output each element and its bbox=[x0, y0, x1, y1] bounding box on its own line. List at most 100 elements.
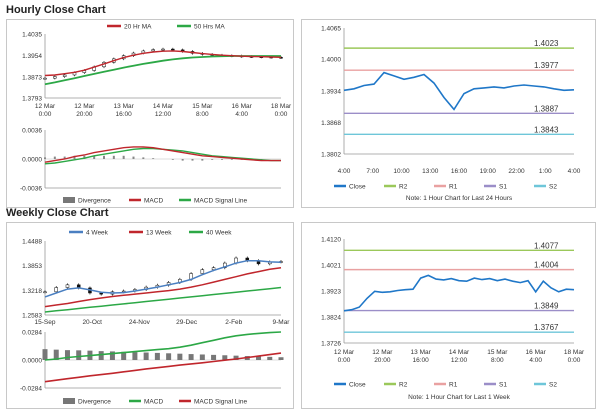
x-tick-label: 15-Sep bbox=[35, 319, 56, 326]
x-tick-label: 12 Mar 0:00 bbox=[334, 349, 355, 364]
x-tick-label: 9-Mar bbox=[273, 319, 291, 326]
weekly-divergence-bar bbox=[154, 352, 160, 360]
y-tick-label: 1.3923 bbox=[321, 289, 341, 296]
weekly-divergence-bar bbox=[222, 355, 228, 360]
x-tick-label: 14 Mar 12:00 bbox=[449, 349, 470, 364]
hourly-candle-body bbox=[171, 48, 175, 51]
legend-s2-label: S2 bbox=[549, 382, 557, 389]
weekly-macd-signal-line bbox=[44, 352, 282, 383]
weekly-divergence-bar bbox=[267, 356, 273, 360]
x-tick-label: 10:00 bbox=[393, 168, 410, 175]
weekly-divergence-bar bbox=[132, 352, 138, 360]
legend-weekly-macd-label: MACD bbox=[144, 399, 163, 406]
y-tick-label: 1.4035 bbox=[22, 32, 42, 39]
x-tick-label: 18 Mar 0:00 bbox=[271, 103, 292, 118]
weekly-divergence-bar bbox=[188, 354, 194, 360]
weekly-4-week-line bbox=[44, 259, 282, 298]
x-tick-label: 7:00 bbox=[366, 168, 379, 175]
legend-divergence-label: Divergence bbox=[78, 198, 111, 205]
y-tick-label: 1.3934 bbox=[321, 88, 341, 95]
x-tick-label: 29-Dec bbox=[176, 319, 198, 326]
weekly-13-week-line bbox=[44, 266, 282, 308]
weekly-divergence-bar bbox=[109, 351, 115, 360]
y-tick-label: -0.0284 bbox=[20, 386, 42, 393]
weekly-divergence-bar bbox=[199, 354, 205, 360]
y-tick-label: 1.4021 bbox=[321, 263, 341, 270]
x-tick-label: 15 Mar 8:00 bbox=[487, 349, 508, 364]
y-tick-label: 1.3218 bbox=[22, 288, 42, 295]
weekly-macd-line bbox=[44, 331, 282, 361]
weekly-candle-body bbox=[65, 284, 70, 288]
x-tick-label: 18 Mar 0:00 bbox=[564, 349, 585, 364]
level-s1-label: 1.3887 bbox=[534, 104, 559, 113]
x-tick-label: 14 Mar 12:00 bbox=[153, 103, 174, 118]
legend-13-week-label: 13 Week bbox=[146, 230, 172, 237]
weekly-section-title: Weekly Close Chart bbox=[6, 207, 109, 219]
legend-20hr-ma-label: 20 Hr MA bbox=[124, 24, 152, 31]
legend-weekly-divergence-label: Divergence bbox=[78, 399, 111, 406]
weekly-candle-body bbox=[99, 292, 103, 295]
x-tick-label: 13:00 bbox=[422, 168, 439, 175]
weekly-candle-body bbox=[43, 291, 47, 294]
level-s2-label: 1.3767 bbox=[534, 323, 559, 332]
x-tick-label: 16 Mar 4:00 bbox=[232, 103, 253, 118]
y-tick-label: 1.4000 bbox=[321, 57, 341, 64]
legend-s2-label: S2 bbox=[549, 184, 557, 191]
hourly-price-chart: 20 Hr MA 50 Hrs MA 1.4035 1.3954 1.3873 1.379… bbox=[22, 24, 292, 119]
x-tick-label: 16:00 bbox=[451, 168, 468, 175]
y-tick-label: 1.2583 bbox=[22, 313, 42, 320]
y-tick-label: 1.3802 bbox=[321, 152, 341, 159]
close-line bbox=[343, 71, 575, 111]
y-tick-label: 1.4065 bbox=[321, 26, 341, 33]
x-tick-label: 4:00 bbox=[568, 168, 581, 175]
legend-macd-label: MACD bbox=[144, 198, 163, 205]
y-tick-label: 0.0284 bbox=[22, 330, 42, 337]
hourly-section-title: Hourly Close Chart bbox=[6, 4, 106, 16]
hourly-candle-body bbox=[161, 48, 165, 51]
legend-s1-label: S1 bbox=[499, 382, 507, 389]
y-tick-label: 0.0000 bbox=[22, 157, 42, 164]
weekly-pivot-panel: 1.4120 1.4021 1.3923 1.3824 1.3726 1.4077 1.40… bbox=[301, 222, 596, 409]
weekly-divergence-bar bbox=[233, 355, 239, 360]
y-tick-label: 0.0000 bbox=[22, 358, 42, 365]
weekly-price-chart: 4 Week 13 Week 40 Week 1.4488 1.3853 1.3218 1.… bbox=[22, 230, 291, 327]
weekly-macd-chart: 0.0284 0.0000 -0.0284 Divergence MACD MACD Si… bbox=[20, 330, 284, 406]
weekly-divergence-bar bbox=[76, 350, 82, 360]
level-s2-label: 1.3843 bbox=[534, 125, 559, 134]
weekly-divergence-bar bbox=[211, 354, 217, 360]
hourly-candle-body bbox=[151, 49, 155, 52]
y-tick-label: 1.3868 bbox=[321, 120, 341, 127]
legend-4-week-label: 4 Week bbox=[86, 230, 109, 237]
legend-weekly-macd-signal-label: MACD Signal Line bbox=[194, 399, 247, 406]
x-tick-label: 24-Nov bbox=[129, 319, 151, 326]
hourly-pivot-panel: 1.4065 1.4000 1.3934 1.3868 1.3802 1.4023 1.39… bbox=[301, 19, 596, 208]
hourly-pivot-chart: 1.4065 1.4000 1.3934 1.3868 1.3802 1.4023 1.39… bbox=[321, 26, 581, 203]
legend-close-label: Close bbox=[349, 184, 366, 191]
x-tick-label: 19:00 bbox=[480, 168, 497, 175]
weekly-candle-body bbox=[200, 269, 205, 274]
hourly-chart-panel: 20 Hr MA 50 Hrs MA 1.4035 1.3954 1.3873 1.379… bbox=[6, 19, 294, 208]
legend-s1-label: S1 bbox=[499, 184, 507, 191]
legend-50hrs-ma-label: 50 Hrs MA bbox=[194, 24, 225, 31]
x-tick-label: 13 Mar 16:00 bbox=[411, 349, 432, 364]
close-line bbox=[343, 274, 575, 312]
y-tick-label: 1.3726 bbox=[321, 341, 341, 348]
legend-weekly-divergence-swatch bbox=[63, 398, 75, 404]
chart-note: Note: 1 Hour Chart for Last 1 Week bbox=[408, 394, 511, 401]
weekly-divergence-bar bbox=[256, 356, 262, 360]
x-tick-label: 12 Mar 0:00 bbox=[35, 103, 56, 118]
x-tick-label: 16 Mar 4:00 bbox=[526, 349, 547, 364]
weekly-divergence-bar bbox=[42, 349, 48, 360]
x-tick-label: 15 Mar 8:00 bbox=[192, 103, 213, 118]
x-tick-label: 13 Mar 16:00 bbox=[114, 103, 135, 118]
x-tick-label: 12 Mar 20:00 bbox=[74, 103, 95, 118]
weekly-candle-body bbox=[54, 287, 58, 293]
y-tick-label: -0.0036 bbox=[20, 186, 42, 193]
level-r2-label: 1.4077 bbox=[534, 241, 559, 250]
legend-r1-label: R1 bbox=[449, 382, 458, 389]
x-tick-label: 2-Feb bbox=[225, 319, 242, 326]
y-tick-label: 1.3853 bbox=[22, 263, 42, 270]
hourly-macd-line bbox=[44, 146, 281, 163]
x-tick-label: 4:00 bbox=[338, 168, 351, 175]
y-tick-label: 1.3954 bbox=[22, 53, 42, 60]
